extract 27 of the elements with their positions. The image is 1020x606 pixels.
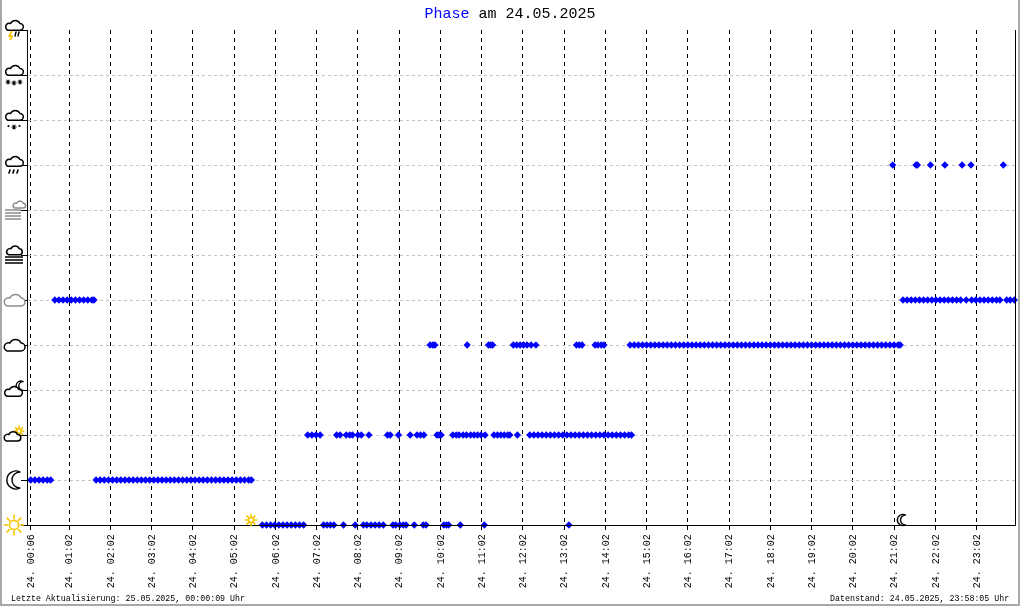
x-tick-label: 24. 00:06	[26, 534, 37, 589]
x-tick-label: 24. 12:02	[518, 534, 530, 589]
x-tick-label: 24. 18:02	[765, 534, 777, 589]
x-tick-label: 24. 16:02	[683, 534, 695, 589]
x-tick-label: 24. 15:02	[641, 534, 653, 589]
x-tick-label: 24. 23:02	[971, 534, 983, 589]
x-tick-label: 24. 09:02	[394, 534, 406, 589]
x-tick-label: 24. 06:02	[270, 534, 282, 589]
x-tick-label: 24. 07:02	[311, 534, 323, 589]
x-tick-label: 24. 01:02	[64, 534, 76, 589]
x-tick-label: 24. 11:02	[476, 534, 488, 589]
chart-title: Phase am 24.05.2025	[424, 6, 596, 24]
x-tick-label: 24. 19:02	[806, 534, 818, 589]
x-tick-label: 24. 08:02	[353, 534, 365, 589]
x-tick-label: 24. 02:02	[105, 534, 117, 589]
x-tick-label: 24. 10:02	[435, 534, 447, 589]
x-tick-label: 24. 14:02	[600, 534, 612, 589]
text: Datenstand: 24.05.2025, 23:58:05 Uhr	[830, 594, 1010, 603]
x-tick-label: 24. 22:02	[930, 534, 942, 589]
x-tick-label: 24. 03:02	[146, 534, 158, 589]
x-tick-label: 24. 13:02	[559, 534, 571, 589]
x-tick-label: 24. 17:02	[724, 534, 736, 589]
x-tick-label: 24. 05:02	[229, 534, 241, 589]
x-tick-label: 24. 04:02	[188, 534, 200, 589]
x-tick-label: 24. 21:02	[889, 534, 901, 589]
x-tick-label: 24. 20:02	[848, 534, 860, 589]
text: Letzte Aktualisierung: 25.05.2025, 00:00:09 Uhr	[11, 594, 246, 603]
